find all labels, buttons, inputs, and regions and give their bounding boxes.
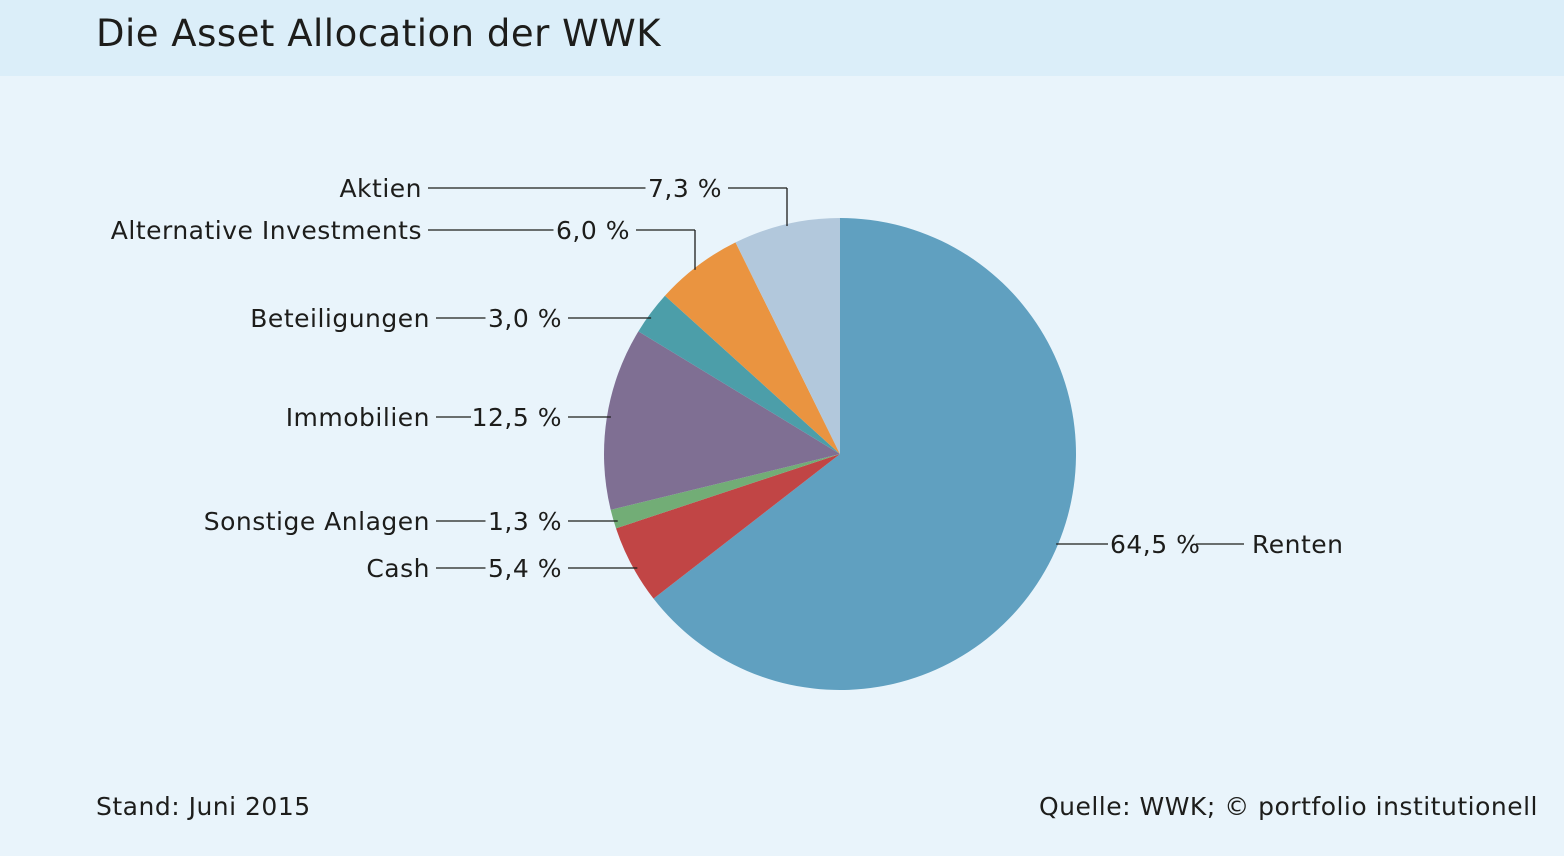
slice-renten: [653, 218, 1077, 691]
slice-aktien: [735, 218, 840, 454]
label-beteiligungen: Beteiligungen: [250, 304, 430, 333]
slice-beteiligungen: [638, 295, 840, 454]
value-beteiligungen: 3,0 %: [488, 304, 562, 333]
value-immobilien: 12,5 %: [472, 403, 562, 432]
slice-immobilien: [603, 331, 840, 510]
value-aktien: 7,3 %: [648, 174, 722, 203]
label-sonstige-anlagen: Sonstige Anlagen: [204, 507, 430, 536]
slice-sonstige-anlagen: [610, 454, 840, 529]
value-alternative-investments: 6,0 %: [556, 216, 630, 245]
date-note: Stand: Juni 2015: [96, 792, 311, 821]
value-renten: 64,5 %: [1110, 530, 1200, 559]
label-renten: Renten: [1252, 530, 1344, 559]
slice-alternative-investments: [664, 242, 840, 454]
slice-labels: 64,5 % Renten 5,4 % Cash 1,3 % Sonstige Anlag…: [111, 174, 1344, 583]
source-note: Quelle: WWK; © portfolio institutionell: [1038, 792, 1538, 821]
slice-cash: [616, 454, 840, 599]
label-aktien: Aktien: [339, 174, 422, 203]
label-alternative-investments: Alternative Investments: [111, 216, 422, 245]
pie-slices: [603, 218, 1077, 691]
value-sonstige-anlagen: 1,3 %: [488, 507, 562, 536]
title-bar: Die Asset Allocation der WWK: [0, 0, 1564, 76]
label-cash: Cash: [366, 554, 430, 583]
value-cash: 5,4 %: [488, 554, 562, 583]
chart-title: Die Asset Allocation der WWK: [96, 12, 662, 55]
label-immobilien: Immobilien: [286, 403, 430, 432]
leader-lines: [428, 187, 1244, 569]
